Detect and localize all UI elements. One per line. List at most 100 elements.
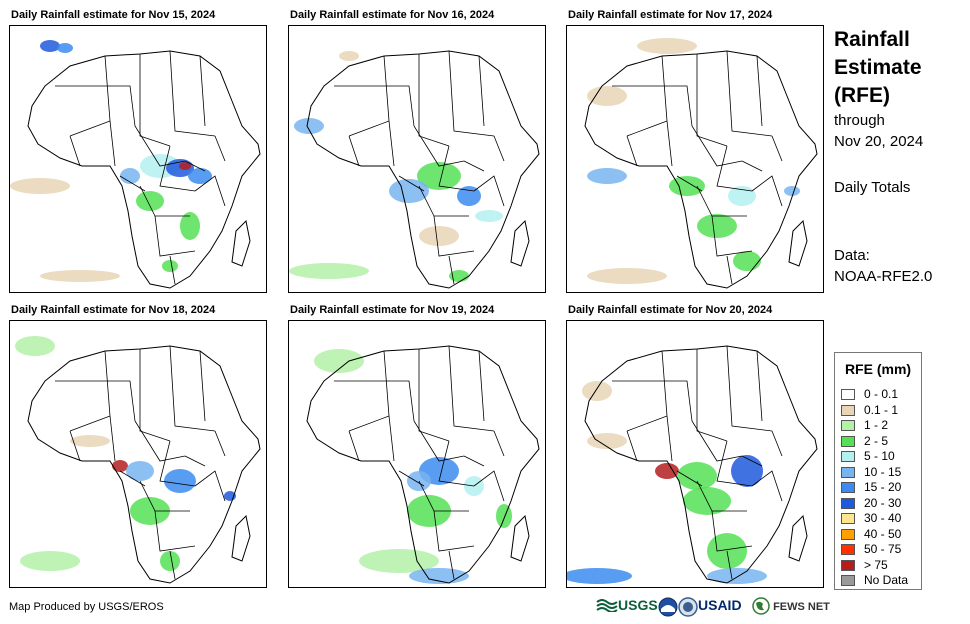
country-border [159, 145, 196, 192]
country-border [413, 420, 465, 462]
country-border [184, 455, 206, 467]
country-border [473, 175, 505, 207]
rainfall-patch [164, 469, 196, 493]
country-border [716, 440, 753, 487]
country-border [69, 430, 81, 462]
country-border [448, 50, 495, 137]
rainfall-map [288, 25, 546, 293]
madagascar-outline [231, 514, 251, 562]
rainfall-patch [587, 433, 627, 449]
title-line: (RFE) [834, 84, 890, 107]
country-border [169, 50, 216, 137]
rainfall-patch [637, 38, 697, 54]
rainfall-map [9, 25, 267, 293]
legend-label: 2 - 5 [864, 433, 889, 448]
product-title: Rainfall Estimate (RFE) [834, 26, 922, 110]
country-border [159, 440, 196, 487]
globe-icon [752, 597, 770, 615]
country-border [398, 175, 425, 192]
country-border [463, 455, 485, 467]
title-line: Estimate [834, 56, 922, 79]
country-border [741, 455, 763, 467]
country-border [676, 470, 703, 487]
rainfall-patch [587, 86, 627, 106]
country-border [676, 175, 703, 192]
coastline [306, 345, 540, 584]
rainfall-patch [587, 168, 627, 184]
rainfall-patch [457, 186, 481, 206]
legend-swatch [841, 528, 855, 540]
country-border [626, 430, 638, 462]
legend-label: 15 - 20 [864, 480, 902, 494]
country-border [169, 345, 216, 432]
rainfall-patch [419, 226, 459, 246]
data-label: Data: [834, 247, 870, 264]
legend-label: 40 - 50 [864, 526, 902, 541]
country-border [433, 215, 475, 257]
country-border [109, 415, 116, 462]
legend-swatch [841, 482, 855, 493]
rainfall-patch [697, 214, 737, 238]
country-border [154, 215, 196, 257]
noaa-logo [658, 597, 678, 622]
africa-map [306, 345, 540, 584]
panel-title: Daily Rainfall estimate for Nov 19, 2024 [290, 304, 495, 316]
rainfall-patch [70, 435, 110, 447]
country-border [756, 55, 763, 127]
rainfall-patch [126, 461, 154, 481]
rainfall-patch [40, 270, 120, 282]
noaa-emblem-icon [658, 597, 678, 617]
rainfall-patch [731, 455, 763, 487]
country-border [696, 349, 728, 442]
country-border [388, 120, 395, 167]
rainfall-map [566, 320, 824, 588]
rainfall-patch [733, 251, 761, 271]
rainfall-patch [188, 168, 212, 184]
totals-label: Daily Totals [834, 179, 911, 196]
legend-label: 50 - 75 [864, 542, 902, 556]
fews-wordmark: FEWS NET [773, 601, 830, 613]
country-border [438, 145, 475, 192]
rainfall-patch [582, 381, 612, 401]
country-border [194, 470, 226, 502]
country-border [711, 215, 753, 257]
coastline [584, 345, 818, 584]
usgs-wordmark: USGS [618, 597, 658, 613]
legend-swatch [841, 575, 855, 586]
country-border [413, 125, 465, 167]
country-border [726, 255, 733, 285]
legend-label: > 75 [864, 557, 888, 572]
country-border [139, 54, 171, 147]
rainfall-patch [289, 263, 369, 279]
country-border [751, 470, 783, 502]
country-border [154, 510, 196, 552]
legend-swatch [841, 513, 855, 524]
rainfall-patch [160, 551, 180, 571]
coastline [27, 345, 261, 584]
country-border [726, 50, 773, 137]
country-border [433, 510, 475, 552]
country-border [134, 125, 186, 167]
rainfall-patch [112, 460, 128, 472]
country-border [448, 345, 495, 432]
country-border [771, 430, 783, 457]
rainfall-patch [417, 162, 461, 190]
legend-label: 1 - 2 [864, 418, 889, 432]
country-border [334, 380, 415, 422]
legend-label: 5 - 10 [864, 449, 895, 463]
legend-swatch [841, 559, 855, 571]
rainfall-patch [130, 497, 170, 525]
rainfall-patch [707, 568, 767, 584]
country-border [771, 135, 783, 162]
country-border [418, 349, 450, 442]
legend-label: 0 - 0.1 [864, 387, 899, 401]
coastline [27, 50, 261, 289]
legend-swatch [841, 420, 855, 431]
country-border [612, 380, 693, 422]
country-border [696, 54, 728, 147]
rainfall-patch [567, 568, 632, 584]
country-border [169, 255, 176, 285]
rainfall-patch [728, 186, 756, 206]
country-border [448, 255, 455, 285]
